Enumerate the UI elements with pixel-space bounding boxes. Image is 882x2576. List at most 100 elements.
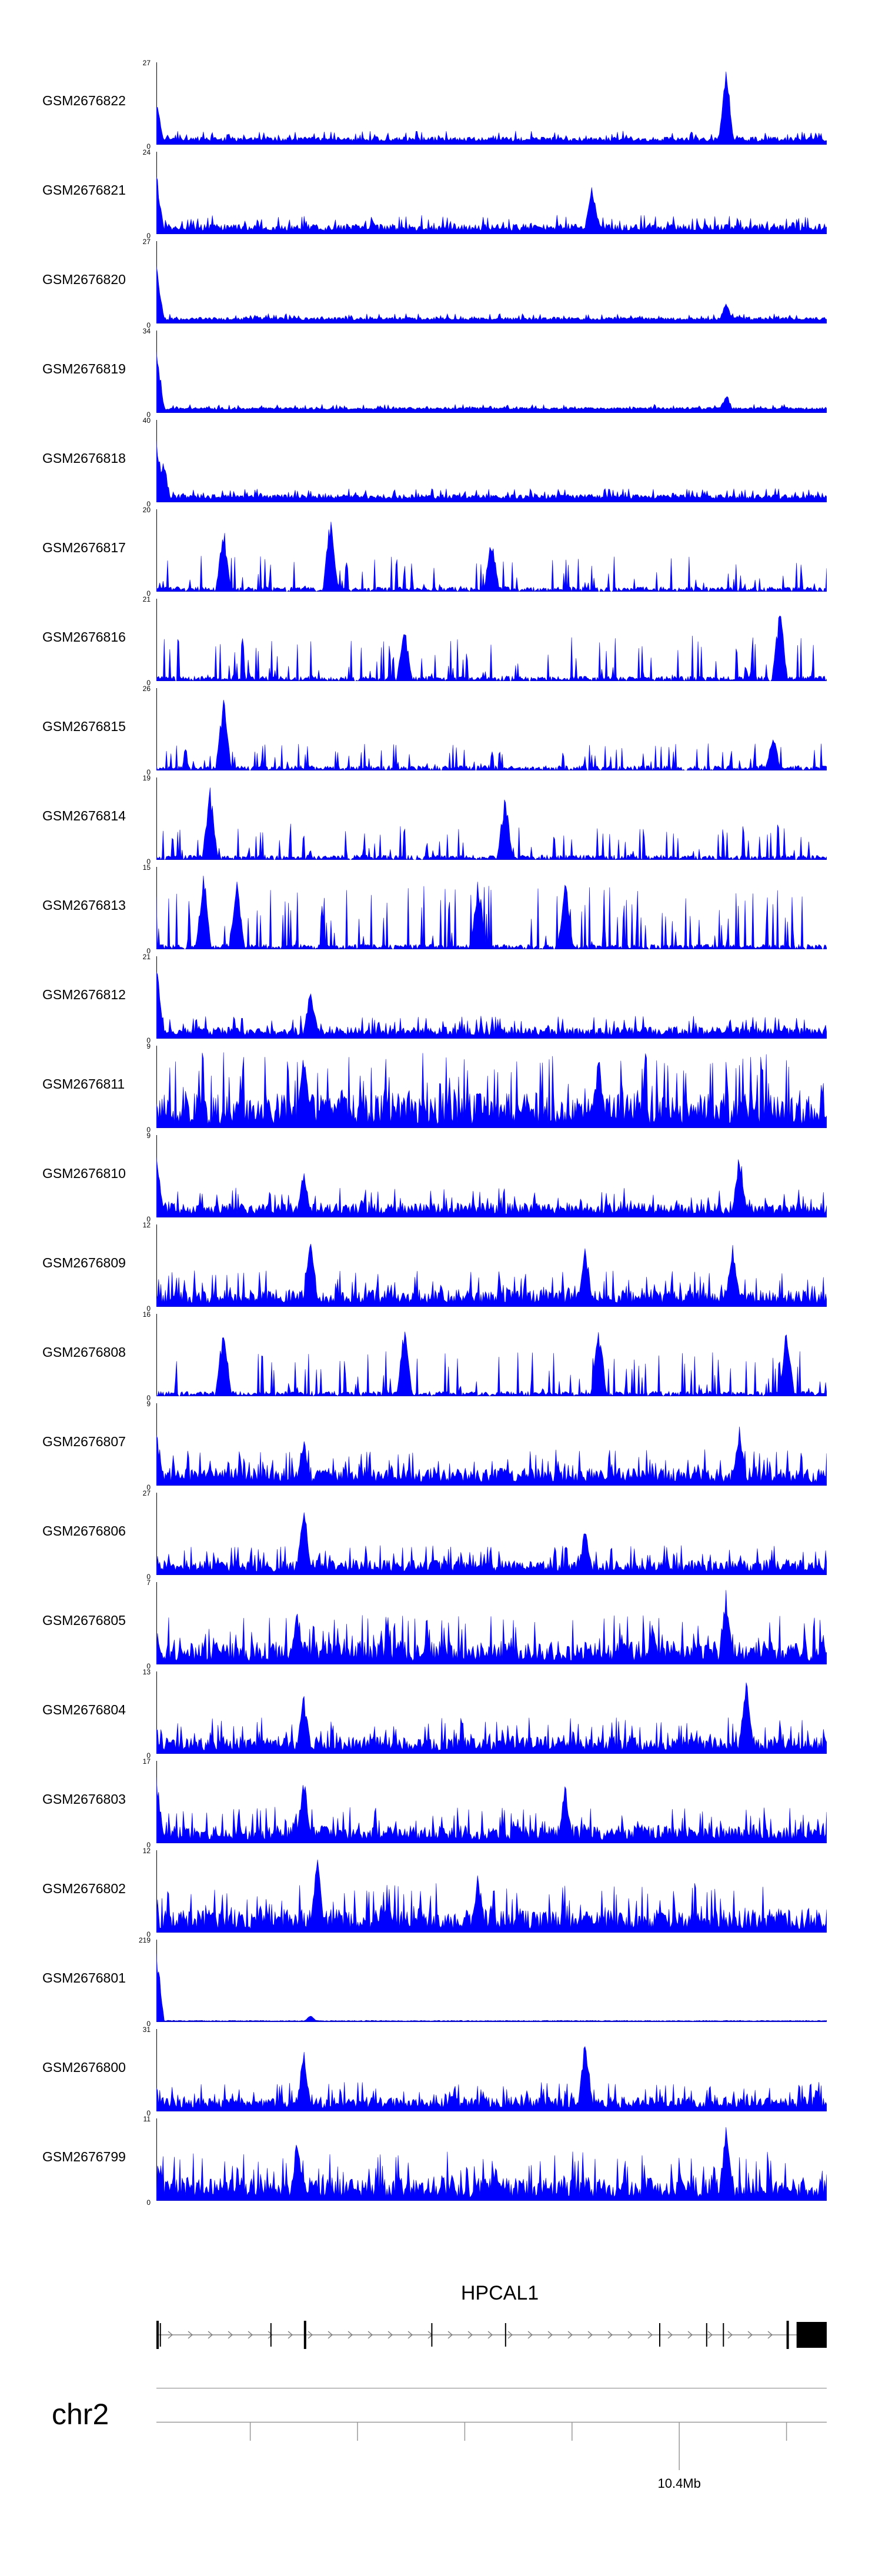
track-min-label: 0 bbox=[146, 1126, 151, 1134]
strand-chevron bbox=[507, 2331, 513, 2339]
track-label: GSM2676820 bbox=[42, 272, 126, 287]
track-max-label: 9 bbox=[146, 1042, 151, 1050]
track-max-label: 9 bbox=[146, 1400, 151, 1408]
track-max-label: 26 bbox=[142, 685, 151, 693]
track-label: GSM2676821 bbox=[42, 182, 126, 198]
track-GSM2676799: GSM2676799 11 0 bbox=[0, 2115, 882, 2207]
track-GSM2676818: GSM2676818 40 0 bbox=[0, 416, 882, 508]
track-signal-plot bbox=[156, 152, 827, 234]
track-GSM2676806: GSM2676806 27 0 bbox=[0, 1489, 882, 1581]
track-label: GSM2676800 bbox=[42, 2060, 126, 2075]
track-GSM2676821: GSM2676821 24 0 bbox=[0, 148, 882, 240]
track-label: GSM2676809 bbox=[42, 1255, 126, 1270]
strand-chevron bbox=[228, 2331, 233, 2339]
chromosome-label: chr2 bbox=[52, 2398, 109, 2431]
track-signal-area bbox=[156, 788, 827, 860]
track-label: GSM2676815 bbox=[42, 719, 126, 734]
track-signal-plot bbox=[156, 1671, 827, 1754]
track-signal-plot bbox=[156, 241, 827, 323]
track-GSM2676820: GSM2676820 27 0 bbox=[0, 238, 882, 329]
track-GSM2676803: GSM2676803 17 0 bbox=[0, 1757, 882, 1849]
track-signal-area bbox=[156, 1052, 827, 1128]
track-signal-plot bbox=[156, 331, 827, 413]
track-min-label: 0 bbox=[146, 411, 151, 419]
track-label: GSM2676807 bbox=[42, 1434, 126, 1449]
strand-chevron bbox=[587, 2331, 593, 2339]
track-GSM2676802: GSM2676802 12 0 bbox=[0, 1847, 882, 1938]
track-label: GSM2676814 bbox=[42, 808, 126, 823]
strand-chevron bbox=[567, 2331, 573, 2339]
track-signal-plot bbox=[156, 2118, 827, 2201]
track-label: GSM2676822 bbox=[42, 93, 126, 108]
strand-chevron bbox=[667, 2331, 673, 2339]
track-signal-area bbox=[156, 2127, 827, 2201]
track-label: GSM2676818 bbox=[42, 451, 126, 466]
strand-chevron bbox=[487, 2331, 493, 2339]
track-label: GSM2676801 bbox=[42, 1970, 126, 1986]
track-min-label: 0 bbox=[146, 768, 151, 776]
exon bbox=[159, 2323, 161, 2347]
track-max-label: 12 bbox=[142, 1847, 151, 1855]
track-min-label: 0 bbox=[146, 321, 151, 329]
track-signal-area bbox=[156, 972, 827, 1039]
exon bbox=[431, 2323, 433, 2347]
track-max-label: 9 bbox=[146, 1132, 151, 1140]
track-max-label: 7 bbox=[146, 1579, 151, 1587]
track-GSM2676815: GSM2676815 26 0 bbox=[0, 685, 882, 776]
track-GSM2676811: GSM2676811 9 0 bbox=[0, 1042, 882, 1134]
track-max-label: 27 bbox=[142, 59, 151, 67]
track-max-label: 11 bbox=[143, 2115, 151, 2123]
track-min-label: 0 bbox=[146, 1573, 151, 1581]
track-signal-area bbox=[156, 1682, 827, 1754]
track-signal-plot bbox=[156, 509, 827, 592]
strand-chevron bbox=[288, 2331, 293, 2339]
exon bbox=[505, 2323, 506, 2347]
track-signal-area bbox=[156, 699, 827, 770]
track-GSM2676808: GSM2676808 16 0 bbox=[0, 1310, 882, 1402]
track-signal-plot bbox=[156, 1761, 827, 1843]
track-signal-plot bbox=[156, 1940, 827, 2022]
track-label: GSM2676799 bbox=[42, 2149, 126, 2164]
track-min-label: 0 bbox=[146, 1483, 151, 1491]
track-max-label: 16 bbox=[142, 1310, 151, 1319]
track-min-label: 0 bbox=[146, 2020, 151, 2028]
track-label: GSM2676803 bbox=[42, 1791, 126, 1807]
track-signal-area bbox=[156, 1332, 827, 1396]
track-min-label: 0 bbox=[146, 2198, 151, 2207]
track-label: GSM2676813 bbox=[42, 897, 126, 913]
track-signal-plot bbox=[156, 420, 827, 502]
track-GSM2676801: GSM2676801 219 0 bbox=[0, 1936, 882, 2028]
track-signal-area bbox=[156, 1426, 827, 1486]
strand-chevron bbox=[547, 2331, 553, 2339]
track-label: GSM2676808 bbox=[42, 1344, 126, 1360]
strand-chevron bbox=[308, 2331, 313, 2339]
track-GSM2676816: GSM2676816 21 0 bbox=[0, 595, 882, 687]
track-signal-plot bbox=[156, 1046, 827, 1128]
strand-chevron bbox=[188, 2331, 193, 2339]
track-signal-plot bbox=[156, 1314, 827, 1396]
strand-chevron bbox=[707, 2331, 713, 2339]
track-max-label: 21 bbox=[142, 953, 151, 961]
strand-chevron bbox=[447, 2331, 453, 2339]
track-GSM2676807: GSM2676807 9 0 bbox=[0, 1400, 882, 1491]
track-GSM2676819: GSM2676819 34 0 bbox=[0, 327, 882, 419]
track-min-label: 0 bbox=[146, 1215, 151, 1223]
exon bbox=[659, 2323, 660, 2347]
track-label: GSM2676817 bbox=[42, 540, 126, 555]
track-max-label: 24 bbox=[142, 148, 151, 156]
track-GSM2676814: GSM2676814 19 0 bbox=[0, 774, 882, 866]
track-signal-area bbox=[156, 1244, 827, 1307]
strand-chevron bbox=[407, 2331, 413, 2339]
strand-chevron bbox=[208, 2331, 213, 2339]
track-max-label: 27 bbox=[142, 1489, 151, 1497]
strand-chevron bbox=[607, 2331, 613, 2339]
strand-chevron bbox=[687, 2331, 693, 2339]
track-label: GSM2676802 bbox=[42, 1881, 126, 1896]
track-label: GSM2676806 bbox=[42, 1523, 126, 1539]
track-signal-area bbox=[156, 615, 827, 681]
gene-name-label: HPCAL1 bbox=[460, 2282, 539, 2304]
exon bbox=[786, 2321, 789, 2349]
track-signal-plot bbox=[156, 1403, 827, 1486]
track-signal-plot bbox=[156, 1850, 827, 1933]
